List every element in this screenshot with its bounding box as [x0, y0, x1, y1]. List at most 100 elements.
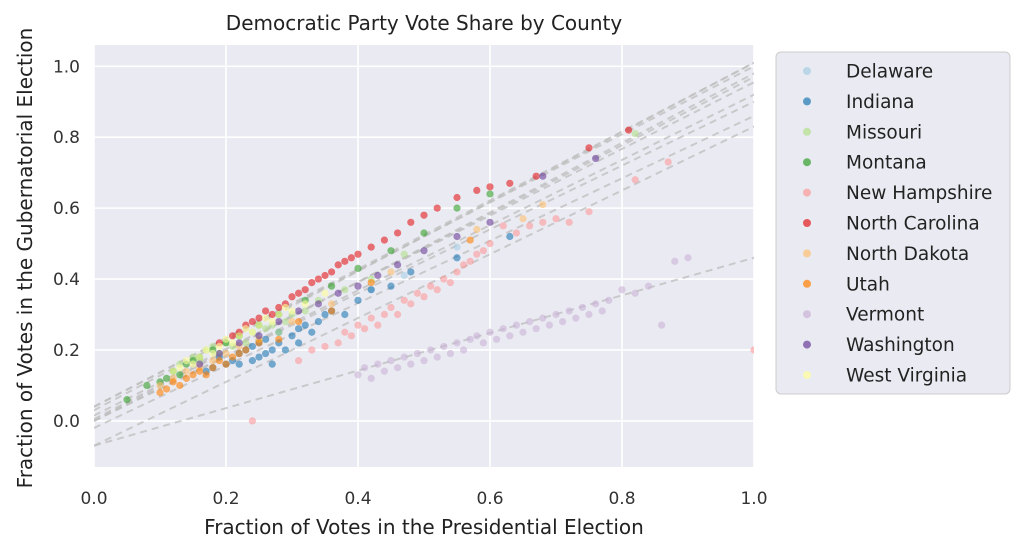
- data-point: [473, 332, 481, 340]
- legend-label: West Virginia: [846, 366, 967, 387]
- legend-label: Washington: [846, 335, 955, 356]
- legend-marker: [803, 249, 811, 258]
- data-point: [262, 325, 270, 333]
- data-point: [255, 321, 263, 329]
- data-point: [374, 321, 382, 329]
- data-point: [506, 232, 514, 241]
- x-tick-label: 1.0: [740, 489, 767, 509]
- data-point: [354, 371, 362, 379]
- data-point: [473, 225, 481, 234]
- data-point: [433, 286, 441, 294]
- data-point: [539, 218, 547, 226]
- legend-box: [775, 51, 1011, 395]
- data-point: [453, 204, 461, 212]
- data-point: [374, 360, 382, 368]
- data-point: [466, 335, 474, 343]
- data-point: [486, 190, 494, 198]
- data-point: [453, 243, 461, 251]
- data-point: [301, 321, 309, 329]
- data-point: [453, 339, 461, 347]
- data-point: [499, 222, 507, 230]
- data-point: [420, 229, 428, 237]
- data-point: [248, 417, 256, 425]
- legend-marker: [803, 188, 811, 197]
- data-point: [262, 314, 270, 322]
- data-point: [466, 236, 474, 244]
- data-point: [288, 332, 296, 340]
- data-point: [361, 325, 369, 333]
- legend-label: Utah: [846, 274, 890, 295]
- data-point: [592, 154, 600, 163]
- data-point: [354, 250, 362, 258]
- data-point: [215, 342, 223, 351]
- data-point: [413, 349, 421, 358]
- data-point: [321, 289, 329, 297]
- data-point: [123, 396, 131, 404]
- data-point: [308, 328, 316, 336]
- data-point: [222, 335, 230, 343]
- fit-line: [94, 100, 754, 422]
- data-point: [156, 381, 164, 390]
- data-point: [262, 335, 270, 343]
- data-point: [539, 172, 547, 180]
- plot-background: [94, 45, 754, 467]
- data-point: [235, 360, 243, 368]
- data-point: [519, 215, 527, 223]
- data-point: [209, 357, 217, 365]
- data-point: [479, 339, 487, 347]
- data-point: [486, 218, 494, 226]
- data-point: [295, 289, 303, 297]
- legend-label: New Hampshire: [846, 183, 992, 204]
- data-point: [347, 332, 355, 340]
- data-point: [400, 271, 408, 280]
- legend-label: Vermont: [846, 305, 924, 326]
- data-point: [255, 353, 263, 361]
- data-point: [209, 349, 217, 358]
- legend-marker: [803, 371, 811, 379]
- data-point: [460, 346, 468, 354]
- legend-marker: [803, 279, 811, 288]
- data-point: [229, 353, 237, 361]
- data-point: [526, 222, 534, 230]
- data-point: [433, 204, 441, 212]
- data-point: [196, 360, 204, 368]
- data-point: [572, 314, 580, 322]
- data-point: [275, 328, 283, 336]
- x-tick-label: 0.2: [212, 489, 239, 509]
- data-point: [394, 310, 402, 319]
- data-point: [182, 374, 190, 382]
- data-point: [354, 296, 362, 304]
- data-point: [394, 261, 402, 269]
- legend-marker: [803, 127, 811, 136]
- data-point: [295, 357, 303, 365]
- data-point: [196, 353, 204, 361]
- data-point: [295, 307, 303, 315]
- y-tick-labels: 0.0 0.2 0.4 0.6 0.8 1.0: [53, 57, 80, 432]
- data-point: [301, 307, 309, 315]
- data-point: [182, 367, 190, 375]
- legend-marker: [803, 340, 811, 349]
- data-point: [552, 310, 560, 319]
- data-point: [202, 346, 210, 354]
- data-point: [169, 367, 177, 375]
- data-point: [321, 342, 329, 351]
- data-point: [361, 364, 369, 372]
- data-point: [479, 247, 487, 255]
- data-point: [565, 218, 573, 226]
- y-tick-label: 0.6: [53, 199, 80, 219]
- data-point: [281, 346, 289, 354]
- data-point: [565, 307, 573, 315]
- data-point: [268, 318, 276, 326]
- legend-marker: [803, 310, 811, 319]
- data-point: [440, 342, 448, 351]
- data-point: [176, 364, 184, 372]
- data-point: [235, 339, 243, 347]
- data-point: [453, 193, 461, 202]
- legend-label: Indiana: [846, 92, 914, 113]
- x-tick-label: 0.4: [344, 489, 371, 509]
- y-tick-label: 0.4: [53, 270, 80, 290]
- legend-label: Delaware: [846, 62, 933, 83]
- data-point: [506, 332, 514, 340]
- data-point: [176, 381, 184, 390]
